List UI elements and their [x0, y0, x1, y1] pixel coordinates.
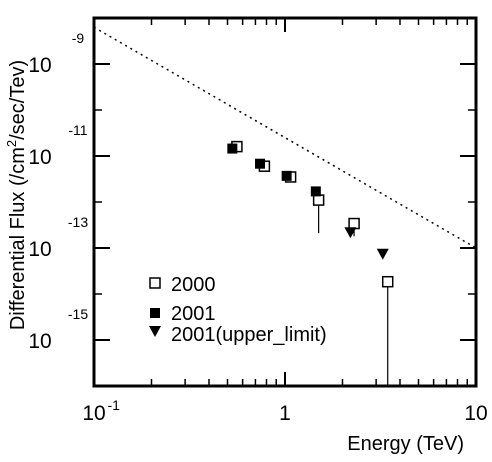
point-2001: [281, 170, 292, 181]
y-tick-label: -15 10: [28, 306, 88, 353]
point-2001-upper-limit: [344, 227, 357, 239]
y-tick-label-exponent: -9: [72, 30, 85, 46]
legend: 2000 2001 2001(upper_limit): [149, 274, 327, 346]
y-axis-title-superscript: 2: [4, 140, 19, 147]
y-tick-label-exponent: -13: [68, 214, 88, 230]
x-tick-label-base: 10: [82, 402, 105, 425]
x-axis-title: Energy (TeV): [347, 433, 464, 455]
y-tick-label-base: 10: [28, 54, 51, 77]
point-2001: [255, 158, 266, 169]
legend-label-2000: 2000: [171, 274, 216, 296]
legend-label-2001: 2001: [171, 303, 216, 325]
y-tick-label-exponent: -15: [68, 306, 88, 322]
legend-marker-2001-upper-limit: [149, 326, 161, 337]
x-tick-label: 10: [464, 402, 487, 425]
y-axis-title-part2: /sec/Tev): [7, 60, 29, 140]
y-tick-label: -9 10: [28, 30, 84, 77]
point-2001: [227, 143, 238, 154]
x-tick-label-base: 1: [279, 402, 291, 425]
point-2001: [310, 186, 321, 197]
x-tick-label-exponent: -1: [108, 397, 121, 413]
y-tick-label: -11 10: [28, 122, 87, 169]
legend-marker-2000: [149, 277, 161, 289]
y-axis-title-part1: Differential Flux (/cm: [7, 147, 29, 330]
x-tick-label-base: 10: [464, 402, 487, 425]
major-ticks: [93, 18, 477, 386]
y-axis-title: Differential Flux (/cm2/sec/Tev): [4, 60, 29, 330]
y-tick-labels: -9 10 -11 10 -13 10 -15 10: [28, 30, 88, 353]
minor-ticks: [94, 18, 476, 387]
reference-line: [93, 26, 477, 249]
point-2000: [312, 194, 325, 206]
legend-marker-2001: [150, 308, 160, 318]
point-2000: [348, 217, 360, 230]
point-2001-upper-limit: [376, 248, 389, 260]
legend-label-2001-upper-limit: 2001(upper_limit): [171, 324, 327, 346]
point-2000: [381, 275, 394, 288]
x-tick-labels: 10 -1 1 10: [82, 397, 487, 425]
y-tick-label-exponent: -11: [68, 122, 87, 138]
y-tick-label-base: 10: [28, 330, 51, 353]
x-tick-label: 10 -1: [82, 397, 120, 425]
y-tick-label: -13 10: [28, 214, 88, 261]
reference-line-layer: [93, 26, 477, 249]
x-tick-label: 1: [279, 402, 291, 425]
data-points-layer: [227, 140, 394, 386]
y-tick-label-base: 10: [28, 146, 51, 169]
y-tick-label-base: 10: [28, 238, 51, 261]
